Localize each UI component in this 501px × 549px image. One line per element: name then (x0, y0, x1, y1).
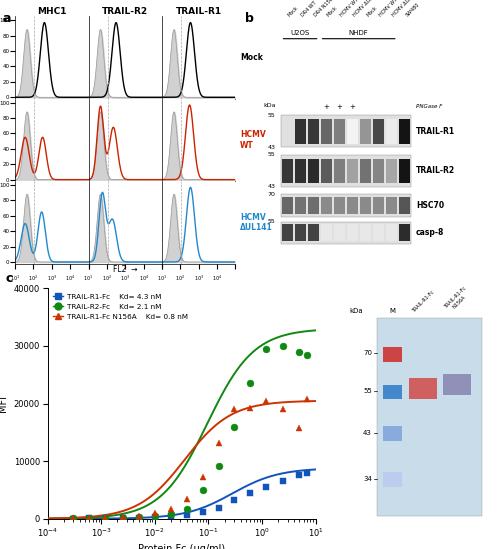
Text: TRAIL-R1-Fc
N156A: TRAIL-R1-Fc N156A (443, 285, 471, 313)
Bar (386, 159, 397, 183)
Bar (399, 119, 410, 143)
Bar (360, 197, 371, 214)
Text: Mock: Mock (365, 5, 378, 18)
Bar (360, 224, 371, 241)
Bar (373, 119, 384, 143)
Bar (399, 197, 410, 214)
Bar (308, 197, 319, 214)
Bar (334, 224, 345, 241)
Bar (347, 119, 358, 143)
Legend: TRAIL-R1-Fc    Kd= 4.3 nM, TRAIL-R2-Fc    Kd= 2.1 nM, TRAIL-R1-Fc N156A    Kd= 0: TRAIL-R1-Fc Kd= 4.3 nM, TRAIL-R2-Fc Kd= … (51, 292, 189, 321)
Text: 43: 43 (363, 430, 372, 435)
Bar (373, 197, 384, 214)
Bar (443, 374, 471, 395)
Text: FL2  →: FL2 → (113, 265, 137, 273)
Bar (399, 224, 410, 241)
Bar (386, 197, 397, 214)
Text: U2OS: U2OS (291, 30, 310, 36)
Bar (308, 224, 319, 241)
X-axis label: Protein Fc (µg/ml): Protein Fc (µg/ml) (138, 545, 225, 549)
Text: NHDF: NHDF (349, 30, 369, 36)
Text: +: + (349, 104, 355, 110)
Bar (295, 159, 306, 183)
Title: TRAIL-R2: TRAIL-R2 (102, 7, 148, 16)
Text: +: + (336, 104, 342, 110)
Bar (321, 197, 332, 214)
Y-axis label: MFI: MFI (0, 395, 8, 412)
Text: M: M (389, 307, 395, 313)
Bar (295, 224, 306, 241)
Bar (383, 427, 401, 441)
Text: Mock: Mock (240, 53, 263, 62)
Bar (281, 221, 411, 244)
Bar (334, 119, 345, 143)
Bar (334, 159, 345, 183)
Text: SW480: SW480 (404, 2, 420, 18)
Text: +: + (323, 104, 329, 110)
Bar (360, 119, 371, 143)
Text: PNGase F: PNGase F (416, 104, 442, 109)
Text: kDa: kDa (263, 103, 276, 108)
Bar (295, 197, 306, 214)
Bar (281, 115, 411, 147)
Bar (386, 119, 397, 143)
Bar (282, 159, 293, 183)
Bar (373, 159, 384, 183)
Text: casp-8: casp-8 (416, 228, 444, 237)
Bar (386, 224, 397, 241)
Text: DR4 N156A: DR4 N156A (313, 0, 337, 18)
Text: HCMV
ΔUL141: HCMV ΔUL141 (240, 212, 273, 232)
Bar (383, 347, 401, 362)
Bar (409, 378, 437, 399)
Bar (321, 159, 332, 183)
Bar (347, 159, 358, 183)
Text: 70: 70 (363, 350, 372, 356)
Bar (308, 119, 319, 143)
Text: HCMV ΔUL141: HCMV ΔUL141 (352, 0, 381, 18)
Bar (281, 155, 411, 187)
Text: TRAIL-R2: TRAIL-R2 (416, 166, 455, 175)
Text: 34: 34 (363, 475, 372, 481)
Bar (321, 224, 332, 241)
Bar (347, 224, 358, 241)
Text: HSC70: HSC70 (416, 201, 444, 210)
Bar (282, 224, 293, 241)
Bar (295, 119, 306, 143)
Text: DR4 WT: DR4 WT (300, 1, 318, 18)
Text: 55: 55 (268, 152, 276, 158)
Title: TRAIL-R1: TRAIL-R1 (176, 7, 222, 16)
Text: 43: 43 (268, 145, 276, 150)
Text: Mock: Mock (287, 5, 300, 18)
Text: 55: 55 (268, 113, 276, 118)
Text: HCMV WT: HCMV WT (339, 0, 360, 18)
Bar (334, 197, 345, 214)
Bar (281, 194, 411, 216)
Bar (308, 159, 319, 183)
Text: c: c (5, 272, 13, 285)
Text: b: b (245, 12, 255, 25)
Bar (321, 119, 332, 143)
Bar (383, 472, 401, 487)
Text: 43: 43 (268, 184, 276, 189)
Bar (399, 159, 410, 183)
Bar (282, 197, 293, 214)
Text: HCMV WT: HCMV WT (378, 0, 399, 18)
Bar (373, 224, 384, 241)
Bar (347, 197, 358, 214)
Text: a: a (3, 12, 11, 25)
Text: 55: 55 (363, 388, 372, 394)
Text: HCMV ΔUL141: HCMV ΔUL141 (391, 0, 420, 18)
Text: Mock: Mock (326, 5, 339, 18)
Bar (360, 159, 371, 183)
Title: MHC1: MHC1 (37, 7, 67, 16)
Text: 70: 70 (268, 192, 276, 197)
Text: TRAIL-R1-Fc: TRAIL-R1-Fc (411, 290, 435, 313)
Text: kDa: kDa (350, 307, 363, 313)
Text: 55: 55 (268, 219, 276, 224)
Text: HCMV
WT: HCMV WT (240, 130, 266, 150)
Bar (377, 318, 482, 516)
Bar (383, 385, 401, 399)
Text: TRAIL-R1: TRAIL-R1 (416, 127, 455, 136)
